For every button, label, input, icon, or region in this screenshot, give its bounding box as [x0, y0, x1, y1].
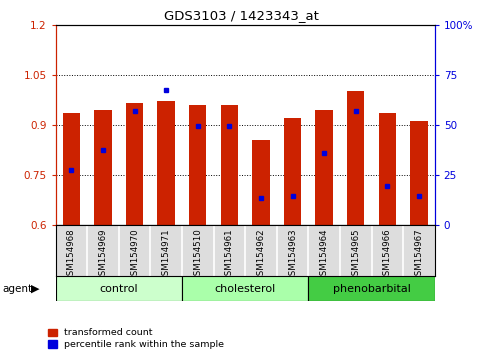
Text: agent: agent	[2, 284, 32, 293]
Text: GSM154961: GSM154961	[225, 228, 234, 281]
Text: GSM154964: GSM154964	[320, 228, 328, 281]
Text: GDS3103 / 1423343_at: GDS3103 / 1423343_at	[164, 9, 319, 22]
Bar	[221, 105, 238, 225]
Bar	[315, 110, 333, 225]
Bar	[284, 118, 301, 225]
Bar	[189, 105, 206, 225]
Text: cholesterol: cholesterol	[214, 284, 276, 293]
Text: GSM154970: GSM154970	[130, 228, 139, 281]
Text: GSM154965: GSM154965	[351, 228, 360, 281]
Text: control: control	[99, 284, 138, 293]
Bar	[347, 91, 364, 225]
Bar	[94, 110, 112, 225]
Text: phenobarbital: phenobarbital	[333, 284, 411, 293]
Bar	[308, 276, 435, 301]
Text: GSM154963: GSM154963	[288, 228, 297, 281]
Bar	[410, 121, 427, 225]
Bar	[252, 140, 270, 225]
Bar	[126, 103, 143, 225]
Text: GSM154967: GSM154967	[414, 228, 424, 281]
Bar	[182, 276, 308, 301]
Bar	[63, 113, 80, 225]
Legend: transformed count, percentile rank within the sample: transformed count, percentile rank withi…	[48, 329, 224, 349]
Bar	[157, 102, 175, 225]
Text: ▶: ▶	[30, 284, 39, 293]
Bar	[379, 113, 396, 225]
Text: GSM154969: GSM154969	[99, 228, 107, 281]
Text: GSM154971: GSM154971	[162, 228, 170, 281]
Text: GSM154968: GSM154968	[67, 228, 76, 281]
Text: GSM154510: GSM154510	[193, 228, 202, 281]
Text: GSM154966: GSM154966	[383, 228, 392, 281]
Text: GSM154962: GSM154962	[256, 228, 266, 281]
Bar	[56, 276, 182, 301]
